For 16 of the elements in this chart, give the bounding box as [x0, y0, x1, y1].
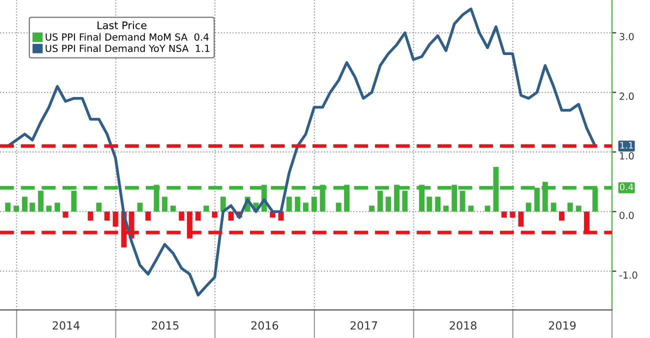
annotation: 0.4: [620, 184, 634, 190]
legend-label: US PPI Final Demand MoM SA 0.4: [46, 33, 209, 41]
x-tick-label: 2019: [548, 321, 576, 330]
x-tick-label: 2018: [450, 321, 476, 330]
x-tick-label: 2015: [152, 321, 178, 330]
y-tick-label: -1.0: [619, 271, 638, 279]
legend-label: US PPI Final Demand YoY NSA 1.1: [46, 44, 210, 52]
x-tick-label: 2014: [52, 321, 80, 330]
x-tick-label: 2017: [350, 321, 378, 330]
legend-title: Last Price: [98, 21, 146, 30]
y-tick-label: 3.0: [620, 32, 634, 40]
y-tick-label: 1.0: [620, 152, 634, 160]
x-tick-label: 2016: [251, 321, 278, 330]
annotation: 1.1: [620, 142, 633, 149]
y-tick-label: 0.0: [620, 212, 634, 220]
y-tick-label: 2.0: [620, 92, 634, 100]
